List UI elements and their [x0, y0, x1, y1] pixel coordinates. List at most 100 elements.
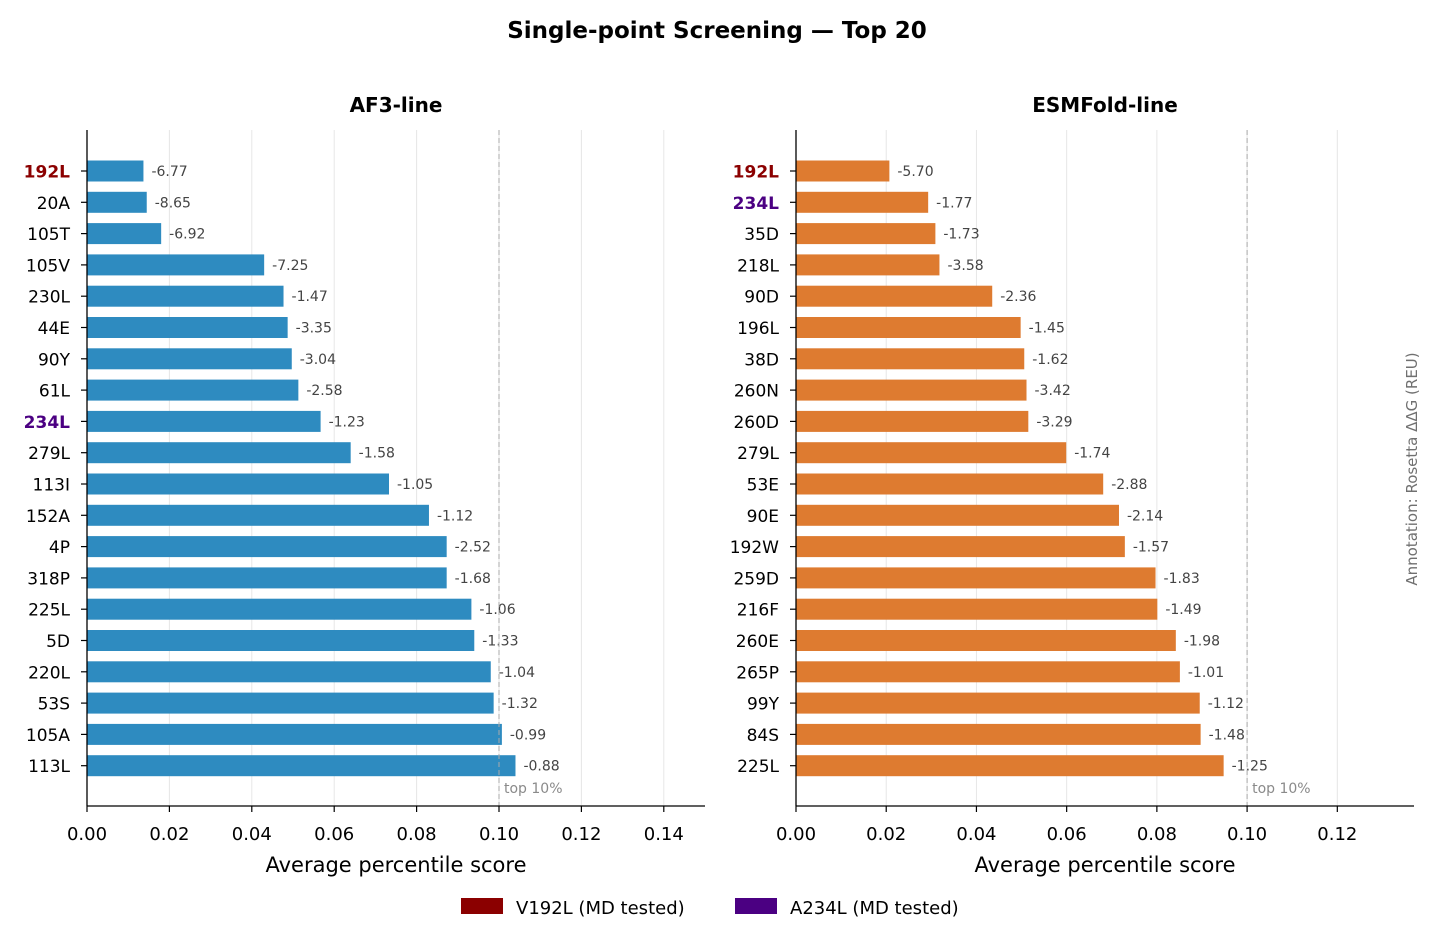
y-tick-label: 113I — [33, 476, 70, 496]
bar-value-label: -2.88 — [1111, 477, 1147, 493]
af3-bar-105v — [87, 254, 265, 276]
y-tick-label: 279L — [28, 444, 70, 464]
threshold-label: top 10% — [1252, 781, 1311, 797]
esm-bar-90e — [796, 504, 1119, 526]
af3-bar-105a — [87, 723, 502, 745]
bar-value-label: -1.73 — [943, 227, 979, 243]
bar-value-label: -3.04 — [300, 352, 336, 368]
legend-swatch-v192l — [461, 898, 503, 914]
bar-value-label: -1.62 — [1032, 352, 1068, 368]
y-tick-label: 279L — [737, 444, 779, 464]
bar-value-label: -1.25 — [1232, 759, 1268, 775]
esm-bar-265p — [796, 661, 1180, 683]
af3-bar-5d — [87, 630, 475, 651]
y-tick-label: 230L — [28, 288, 70, 308]
bar-value-label: -1.47 — [292, 289, 328, 305]
bar-value-label: -3.35 — [296, 321, 332, 337]
x-tick-label: 0.00 — [67, 824, 107, 845]
x-tick-label: 0.08 — [397, 824, 437, 845]
bar-value-label: -1.32 — [502, 696, 538, 712]
bar-value-label: -6.92 — [169, 227, 205, 243]
esm-bar-260n — [796, 379, 1027, 401]
af3-bar-20a — [87, 191, 147, 213]
y-tick-label: 61L — [39, 382, 71, 402]
x-tick-label: 0.14 — [644, 824, 684, 845]
esm-bar-260d — [796, 410, 1029, 432]
bar-value-label: -1.12 — [437, 508, 473, 524]
legend-label-v192l: V192L (MD tested) — [516, 898, 685, 919]
y-tick-label: 218L — [737, 256, 779, 276]
bar-value-label: -1.83 — [1164, 571, 1200, 587]
y-tick-label: 105A — [26, 726, 70, 746]
x-tick-label: 0.06 — [314, 824, 354, 845]
bar-value-label: -1.04 — [499, 665, 535, 681]
panel-title: AF3-line — [350, 93, 443, 117]
bar-value-label: -5.70 — [897, 164, 933, 180]
y-tick-label: 35D — [744, 225, 779, 245]
af3-bar-279l — [87, 442, 351, 464]
bar-value-label: -1.01 — [1188, 665, 1224, 681]
y-tick-label: 53S — [38, 695, 70, 715]
bar-value-label: -2.58 — [306, 383, 342, 399]
esm-bar-192l — [796, 160, 890, 182]
af3-bar-105t — [87, 223, 162, 245]
af3-bar-152a — [87, 504, 429, 526]
y-tick-label: 113L — [28, 757, 70, 777]
af3-bar-234l — [87, 410, 321, 432]
esmfold-line-chart: ESMFold-line 0.00 0.02 0.04 0.06 0.08 0.10 0.12… — [730, 93, 1414, 877]
y-tick-label: 90D — [744, 288, 779, 308]
x-tick-label: 0.12 — [561, 824, 601, 845]
af3-bar-61l — [87, 379, 299, 401]
y-tick-label: 44E — [38, 319, 70, 339]
esm-bar-259d — [796, 567, 1156, 589]
legend-label-a234l: A234L (MD tested) — [790, 898, 959, 919]
x-tick-label: 0.02 — [149, 824, 189, 845]
esm-bar-196l — [796, 317, 1021, 338]
af3-line-chart: AF3-line 0.00 0.02 0.04 0.06 0.08 0.10 0.12 0.14… — [24, 93, 705, 877]
af3-bar-53s — [87, 692, 494, 714]
x-tick-label: 0.12 — [1317, 824, 1357, 845]
bar-value-label: -0.99 — [510, 727, 546, 743]
y-tick-label: 152A — [26, 507, 70, 527]
bar-value-label: -1.48 — [1209, 727, 1245, 743]
y-tick-label: 225L — [28, 601, 70, 621]
y-tick-label: 105V — [26, 256, 70, 276]
x-axis-label: Average percentile score — [265, 853, 526, 877]
bar-value-label: -0.88 — [523, 759, 559, 775]
bar-value-label: -1.05 — [397, 477, 433, 493]
y-tick-label: 105T — [27, 225, 70, 245]
esm-bar-99y — [796, 692, 1200, 714]
x-tick-label: 0.06 — [1047, 824, 1087, 845]
y-tick-label: 99Y — [747, 695, 780, 715]
bar-value-label: -1.12 — [1208, 696, 1244, 712]
y-tick-label: 234L — [24, 413, 70, 433]
bar-value-label: -1.57 — [1133, 540, 1169, 556]
af3-bar-220l — [87, 661, 491, 683]
bar-value-label: -2.36 — [1000, 289, 1036, 305]
y-tick-label: 234L — [733, 194, 779, 214]
x-tick-label: 0.04 — [956, 824, 996, 845]
bar-value-label: -1.49 — [1165, 602, 1201, 618]
af3-bar-318p — [87, 567, 447, 589]
y-tick-label: 192L — [733, 163, 779, 183]
bar-value-label: -1.33 — [482, 634, 518, 650]
bar-value-label: -3.58 — [947, 258, 983, 274]
bar-value-label: -1.58 — [359, 446, 395, 462]
bar-value-label: -1.68 — [455, 571, 491, 587]
y-tick-label: 38D — [744, 350, 779, 370]
y-tick-label: 90Y — [38, 350, 71, 370]
esm-bar-38d — [796, 348, 1025, 370]
y-tick-label: 53E — [747, 476, 779, 496]
x-tick-label: 0.04 — [232, 824, 272, 845]
y-tick-label: 220L — [28, 663, 70, 683]
y-tick-label: 260D — [733, 413, 779, 433]
bar-value-label: -1.98 — [1184, 634, 1220, 650]
y-tick-label: 84S — [747, 726, 779, 746]
af3-bar-90y — [87, 348, 292, 370]
y-tick-label: 318P — [27, 569, 70, 589]
af3-bar-4p — [87, 536, 447, 558]
y-tick-label: 4P — [49, 538, 70, 558]
y-tick-label: 192W — [730, 538, 779, 558]
legend-swatch-a234l — [735, 898, 777, 914]
